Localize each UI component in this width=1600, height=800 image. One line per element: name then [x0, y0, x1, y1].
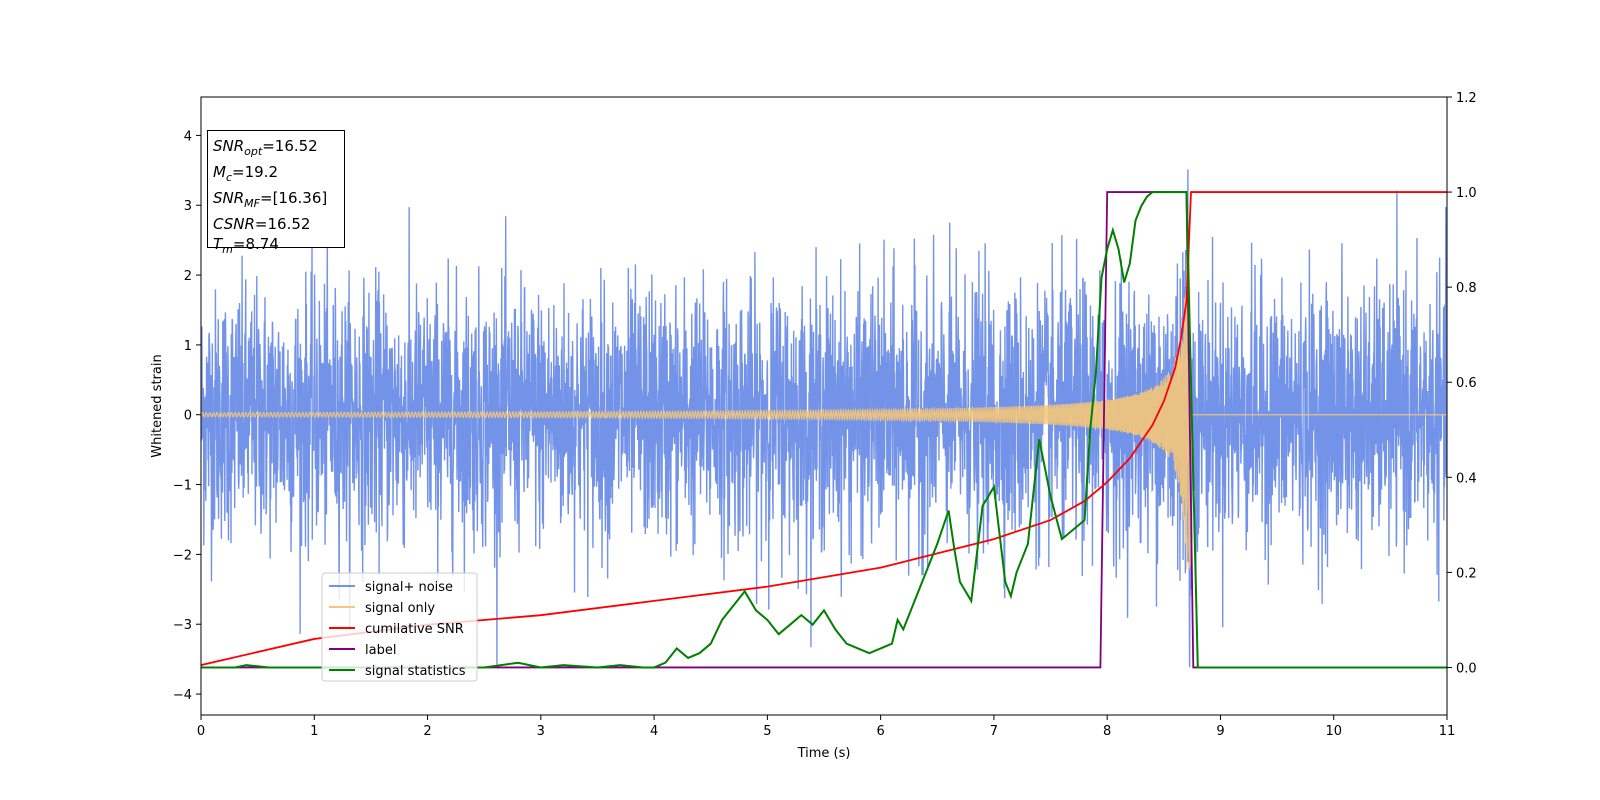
annotation-line: Mc=19.2: [213, 162, 339, 188]
annotation-line: Tm=8.74: [213, 234, 339, 260]
series-line-signal-only: [201, 242, 1447, 570]
y2-tick-label: 1.2: [1456, 91, 1477, 106]
legend-label: cumilative SNR: [365, 622, 464, 637]
y2-tick-label: 0.4: [1456, 471, 1477, 486]
annotation-subscript: c: [225, 171, 233, 184]
y-tick-label: 1: [184, 339, 192, 354]
y-tick-label: 4: [184, 129, 192, 144]
legend-label: signal+ noise: [365, 580, 453, 595]
annotation-value: =[16.36]: [260, 189, 328, 207]
stats-annotation-box: SNRopt=16.52 Mc=19.2 SNRMF=[16.36] CSNR=16.…: [207, 130, 345, 256]
y-tick-label: −2: [173, 548, 192, 563]
y2-tick-label: 0.8: [1456, 281, 1477, 296]
x-tick-label: 9: [1216, 724, 1224, 739]
series-line-cumulative-snr: [201, 191, 1447, 666]
x-tick-label: 5: [763, 724, 771, 739]
legend-label: signal statistics: [365, 664, 466, 679]
y-tick-label: 3: [184, 199, 192, 214]
x-tick-label: 2: [423, 724, 431, 739]
legend-box: [321, 572, 478, 682]
y-tick-label: −3: [173, 618, 192, 633]
annotation-subscript: m: [222, 243, 233, 256]
annotation-symbol: CSNR: [213, 215, 255, 233]
y-tick-label: 2: [184, 269, 192, 284]
y-axis-title: Whitened strain: [150, 354, 165, 457]
x-tick-label: 10: [1325, 724, 1342, 739]
annotation-symbol: T: [213, 235, 223, 253]
y2-tick-label: 0.2: [1456, 566, 1477, 581]
annotation-symbol: SNR: [213, 137, 245, 155]
annotation-subscript: MF: [244, 197, 260, 210]
x-tick-label: 0: [197, 724, 205, 739]
annotation-value: =19.2: [232, 163, 278, 181]
x-tick-label: 3: [537, 724, 545, 739]
annotation-line: CSNR=16.52: [213, 214, 339, 234]
x-tick-label: 7: [990, 724, 998, 739]
annotation-symbol: M: [213, 163, 226, 181]
annotation-line: SNRopt=16.52: [213, 136, 339, 162]
annotation-symbol: SNR: [213, 189, 245, 207]
x-axis-title: Time (s): [797, 746, 851, 761]
y2-tick-label: 0.6: [1456, 376, 1477, 391]
y2-tick-label: 1.0: [1456, 186, 1477, 201]
y2-tick-label: 0.0: [1456, 661, 1477, 676]
plot-frame: [200, 96, 1448, 716]
x-tick-label: 11: [1439, 724, 1456, 739]
annotation-value: =8.74: [232, 235, 279, 253]
series-line-signal-statistics: [201, 191, 1447, 669]
y-tick-label: −4: [173, 688, 192, 703]
annotation-subscript: opt: [244, 145, 263, 158]
x-tick-label: 6: [876, 724, 884, 739]
x-tick-label: 1: [310, 724, 318, 739]
x-tick-label: 8: [1103, 724, 1111, 739]
annotation-value: =16.52: [254, 215, 311, 233]
annotation-value: =16.52: [262, 137, 318, 155]
annotation-line: SNRMF=[16.36]: [213, 188, 339, 214]
y-tick-label: 0: [184, 409, 192, 424]
legend-label: signal only: [365, 601, 435, 616]
y-tick-label: −1: [173, 479, 192, 494]
legend-label: label: [365, 643, 396, 658]
x-tick-label: 4: [650, 724, 658, 739]
